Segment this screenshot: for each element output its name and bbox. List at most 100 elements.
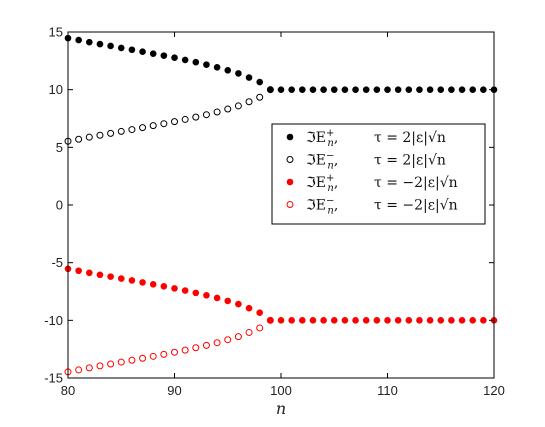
y-tick-label: 15: [49, 25, 63, 40]
data-point: [96, 131, 104, 139]
data-point: [373, 86, 381, 93]
y-tick-label: -15: [44, 371, 63, 386]
legend-entry: ℑE+ n, τ = 2|ε|√n: [306, 128, 446, 149]
legend-sub: n: [327, 138, 333, 149]
data-point: [458, 317, 466, 324]
legend-entry: ℑE− n, τ = 2|ε|√n: [306, 151, 446, 172]
y-tick-label: 5: [56, 140, 63, 155]
legend-sub: n: [327, 206, 333, 217]
data-point: [117, 358, 125, 366]
data-point: [245, 98, 253, 106]
data-point: [96, 40, 104, 48]
data-point: [224, 297, 232, 305]
data-point: [480, 317, 487, 324]
data-point: [107, 360, 115, 368]
data-point: [96, 271, 104, 279]
data-point: [139, 279, 146, 286]
data-point: [469, 86, 477, 93]
data-point: [469, 317, 477, 324]
data-point: [362, 317, 370, 324]
data-point: [394, 86, 402, 93]
data-point: [373, 317, 381, 324]
data-point: [309, 86, 317, 93]
data-point: [277, 317, 285, 324]
data-point: [394, 317, 402, 324]
data-point: [330, 317, 338, 324]
data-point: [384, 317, 391, 324]
data-point: [288, 317, 295, 324]
data-point: [267, 317, 274, 324]
legend-rhs: τ = 2|ε|√n: [374, 130, 446, 146]
data-point: [86, 269, 93, 277]
data-point: [234, 102, 242, 110]
data-point: [202, 341, 210, 349]
data-point: [245, 304, 253, 312]
data-point: [160, 52, 168, 59]
data-point: [299, 86, 306, 93]
data-point: [203, 292, 210, 299]
y-tick-label: -5: [51, 255, 63, 270]
data-point: [75, 36, 82, 44]
data-point: [480, 86, 487, 93]
x-axis: 80 90 100 110 120: [61, 32, 505, 398]
data-point: [288, 86, 295, 93]
x-tick-label: 110: [377, 383, 398, 398]
data-point: [202, 111, 210, 119]
data-point: [160, 283, 168, 290]
data-point: [224, 66, 232, 74]
data-point: [256, 324, 264, 332]
data-point: [128, 126, 136, 134]
data-point: [203, 61, 210, 68]
data-point: [224, 105, 232, 113]
data-point: [96, 362, 104, 370]
data-point: [309, 317, 317, 324]
data-point: [192, 58, 200, 66]
data-point: [224, 336, 232, 344]
data-point: [405, 86, 413, 93]
data-point: [117, 275, 125, 282]
data-point: [107, 42, 114, 50]
data-point: [139, 124, 147, 132]
y-axis: -15 -10 -5 0 5 10 15: [44, 25, 494, 386]
data-point: [245, 328, 253, 336]
data-point: [256, 309, 264, 317]
data-point: [437, 317, 445, 324]
data-point: [245, 74, 253, 81]
legend-sup: −: [326, 151, 334, 162]
data-point: [341, 317, 349, 324]
data-point: [416, 317, 423, 324]
data-point: [171, 118, 178, 126]
data-point: [117, 44, 125, 52]
data-point: [107, 129, 115, 137]
data-point: [352, 317, 359, 324]
x-tick-label: 100: [270, 383, 292, 398]
legend-box: [271, 123, 486, 225]
data-point: [85, 133, 93, 141]
data-point: [405, 317, 413, 324]
data-point: [277, 86, 285, 93]
data-point: [149, 50, 157, 57]
data-point: [213, 108, 221, 116]
x-tick-label: 80: [61, 383, 75, 398]
data-point: [416, 86, 423, 93]
legend-rhs: τ = 2|ε|√n: [374, 153, 446, 169]
data-point: [149, 281, 157, 288]
data-point: [128, 356, 136, 364]
data-point: [266, 86, 274, 94]
data-point: [256, 78, 264, 86]
data-point: [362, 86, 370, 93]
data-point: [181, 56, 189, 64]
legend-sup: +: [326, 128, 334, 139]
data-point: [192, 113, 200, 121]
y-tick-label: -10: [44, 313, 63, 328]
data-point: [213, 339, 221, 347]
data-point: [139, 48, 146, 56]
data-point: [320, 86, 327, 93]
legend-comma: ,: [334, 130, 338, 146]
data-point: [213, 294, 221, 302]
legend-lhs: ℑE: [306, 175, 326, 191]
data-point: [448, 317, 455, 324]
y-tick-label: 0: [56, 198, 63, 213]
legend-rhs: τ = −2|ε|√n: [374, 198, 458, 214]
